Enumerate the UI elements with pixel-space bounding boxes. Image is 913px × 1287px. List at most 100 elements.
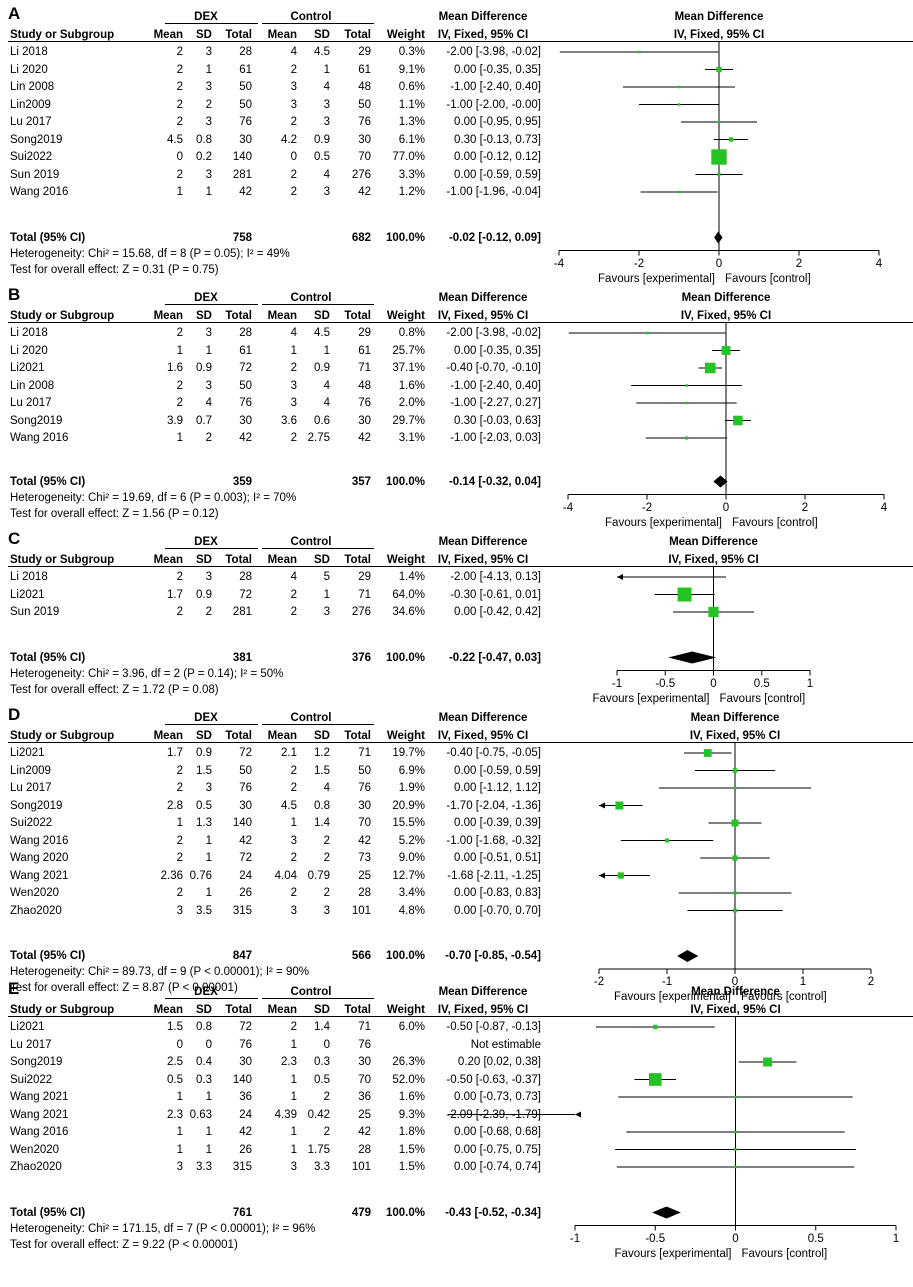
study-name: Wang 2021 bbox=[10, 1091, 69, 1103]
study-weight: 1.2% bbox=[398, 186, 425, 198]
study-weight: 1.4% bbox=[398, 571, 425, 583]
exp-sd: 2 bbox=[205, 432, 212, 444]
exp-total: 281 bbox=[232, 168, 252, 181]
ctrl-total: 42 bbox=[358, 186, 371, 198]
study-weight: 77.0% bbox=[392, 151, 425, 163]
study-name: Wen2020 bbox=[10, 1143, 60, 1156]
ctrl-total: 70 bbox=[358, 151, 371, 163]
x-tick-label: -2 bbox=[593, 976, 605, 988]
exp-sd: 0.8 bbox=[196, 133, 212, 146]
study-marker bbox=[648, 1073, 662, 1086]
study-marker bbox=[734, 1165, 737, 1169]
exp-total: 26 bbox=[239, 887, 252, 899]
ctrl-mean: 3 bbox=[290, 98, 297, 111]
ctrl-total: 29 bbox=[358, 327, 371, 339]
study-weight: 12.7% bbox=[392, 869, 425, 882]
ctrl-sd: 4 bbox=[323, 81, 330, 93]
study-marker bbox=[645, 331, 649, 335]
study-weight: 1.6% bbox=[398, 1091, 425, 1103]
ctrl-mean: 2 bbox=[290, 588, 297, 601]
ctrl-group-underline bbox=[262, 304, 374, 305]
header-ctrl-total: Total bbox=[344, 310, 371, 322]
ctrl-total: 76 bbox=[358, 782, 371, 794]
ctrl-group-underline bbox=[262, 23, 374, 24]
forest-plot-svg bbox=[558, 41, 880, 256]
ctrl-total: 28 bbox=[358, 1143, 371, 1156]
ctrl-group-underline bbox=[262, 998, 374, 999]
total-exp-n: 359 bbox=[232, 475, 252, 488]
study-weight: 19.7% bbox=[392, 747, 425, 759]
exp-sd: 1 bbox=[205, 186, 212, 198]
exp-sd: 3 bbox=[205, 46, 212, 58]
x-tick-label: 1 bbox=[892, 1232, 900, 1245]
group-label-experimental: DEX bbox=[194, 712, 218, 724]
header-weight: Weight bbox=[386, 310, 425, 322]
ctrl-mean: 1 bbox=[290, 1073, 297, 1086]
exp-sd: 3.3 bbox=[196, 1161, 212, 1173]
header-exp-total: Total bbox=[225, 29, 252, 41]
exp-mean: 2 bbox=[176, 63, 183, 76]
study-weight: 1.9% bbox=[398, 782, 425, 794]
exp-sd: 1 bbox=[205, 834, 212, 847]
study-ci: -1.00 [-2.40, 0.40] bbox=[450, 379, 541, 392]
study-marker bbox=[717, 120, 721, 124]
header-exp-total: Total bbox=[225, 554, 252, 566]
study-ci: -0.40 [-0.75, -0.05] bbox=[446, 747, 541, 759]
md-column-subtitle: IV, Fixed, 95% CI bbox=[437, 310, 529, 322]
study-name: Lin 2008 bbox=[10, 81, 55, 93]
exp-sd: 1 bbox=[205, 1143, 212, 1156]
exp-mean: 0 bbox=[176, 1038, 183, 1051]
overall-effect-text: Test for overall effect: Z = 0.31 (P = 0… bbox=[10, 263, 219, 276]
ctrl-mean: 2 bbox=[290, 116, 297, 128]
exp-sd: 3 bbox=[205, 81, 212, 93]
exp-total: 72 bbox=[239, 852, 252, 864]
exp-sd: 3.5 bbox=[196, 904, 212, 917]
ctrl-sd: 1 bbox=[323, 588, 330, 601]
study-ci: 0.00 [-0.59, 0.59] bbox=[454, 168, 541, 181]
total-ctrl-n: 682 bbox=[351, 231, 371, 244]
total-exp-n: 847 bbox=[232, 950, 252, 962]
ctrl-sd: 0.8 bbox=[314, 799, 330, 812]
ci-arrow-left bbox=[599, 872, 605, 879]
heterogeneity-text: Heterogeneity: Chi² = 15.68, df = 8 (P =… bbox=[10, 247, 290, 260]
exp-total: 50 bbox=[239, 81, 252, 93]
exp-mean: 2 bbox=[176, 887, 183, 899]
study-marker bbox=[733, 786, 737, 790]
study-marker bbox=[708, 606, 719, 618]
study-weight: 20.9% bbox=[392, 799, 425, 812]
overall-effect-text: Test for overall effect: Z = 9.22 (P < 0… bbox=[10, 1238, 238, 1251]
header-exp-mean: Mean bbox=[153, 310, 183, 322]
exp-total: 76 bbox=[239, 782, 252, 794]
study-name: Lin2009 bbox=[10, 764, 51, 777]
x-tick-label: -0.5 bbox=[655, 677, 676, 690]
exp-mean: 1.7 bbox=[167, 588, 183, 601]
exp-total: 72 bbox=[239, 362, 252, 374]
favours-control-label: Favours [control] bbox=[732, 516, 818, 529]
study-weight: 34.6% bbox=[392, 606, 425, 618]
ctrl-sd: 4 bbox=[323, 168, 330, 181]
ctrl-total: 30 bbox=[358, 1056, 371, 1068]
study-weight: 3.4% bbox=[398, 887, 425, 899]
header-exp-sd: SD bbox=[196, 29, 212, 41]
ctrl-sd: 0.9 bbox=[314, 133, 330, 146]
panel-label: B bbox=[8, 285, 21, 304]
heterogeneity-text: Heterogeneity: Chi² = 171.15, df = 7 (P … bbox=[10, 1222, 316, 1235]
study-name: Lu 2017 bbox=[10, 116, 52, 128]
ctrl-total: 48 bbox=[358, 81, 371, 93]
study-ci: 0.00 [-0.51, 0.51] bbox=[454, 852, 541, 864]
exp-sd: 3 bbox=[205, 168, 212, 181]
panel-label: C bbox=[8, 529, 21, 548]
header-ctrl-sd: SD bbox=[314, 1004, 330, 1016]
ctrl-total: 71 bbox=[358, 588, 371, 601]
study-ci: 0.00 [-0.70, 0.70] bbox=[454, 904, 541, 917]
study-weight: 3.1% bbox=[398, 432, 425, 444]
ctrl-total: 71 bbox=[358, 1021, 371, 1033]
study-ci: -1.00 [-1.68, -0.32] bbox=[446, 834, 541, 847]
group-label-experimental: DEX bbox=[194, 986, 218, 998]
md-column-subtitle: IV, Fixed, 95% CI bbox=[437, 554, 529, 566]
favours-experimental-label: Favours [experimental] bbox=[598, 272, 715, 285]
exp-total: 42 bbox=[239, 834, 252, 847]
exp-total: 30 bbox=[239, 133, 252, 146]
exp-sd: 1 bbox=[205, 1091, 212, 1103]
ctrl-total: 71 bbox=[358, 362, 371, 374]
